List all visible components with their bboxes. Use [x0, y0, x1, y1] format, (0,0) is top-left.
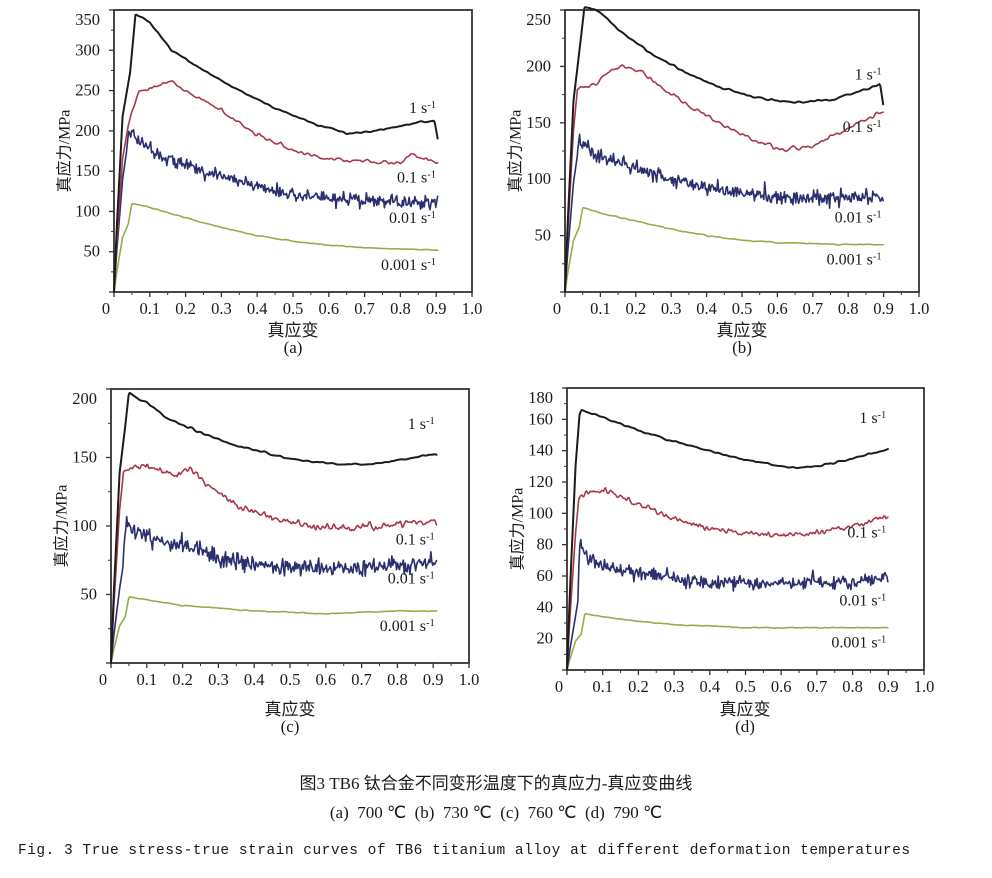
svg-text:0.7: 0.7 [351, 670, 372, 689]
svg-text:80: 80 [537, 535, 554, 554]
svg-text:0.01 s-1: 0.01 s-1 [835, 209, 882, 227]
svg-text:0.2: 0.2 [625, 299, 646, 318]
svg-text:0.1 s-1: 0.1 s-1 [397, 169, 436, 187]
svg-text:300: 300 [75, 40, 100, 59]
svg-text:0.01 s-1: 0.01 s-1 [839, 592, 886, 610]
svg-text:150: 150 [526, 113, 551, 132]
svg-text:0.1: 0.1 [590, 299, 611, 318]
svg-text:0.9: 0.9 [873, 299, 894, 318]
svg-text:0.1: 0.1 [136, 670, 157, 689]
svg-text:0: 0 [99, 670, 107, 689]
svg-text:1.0: 1.0 [462, 299, 483, 318]
svg-text:150: 150 [72, 448, 97, 467]
svg-text:50: 50 [84, 242, 101, 261]
svg-text:0.01 s-1: 0.01 s-1 [388, 570, 435, 588]
svg-text:0.3: 0.3 [208, 670, 229, 689]
svg-text:0.2: 0.2 [172, 670, 193, 689]
svg-text:0.4: 0.4 [244, 670, 265, 689]
svg-text:200: 200 [526, 56, 551, 75]
svg-text:0.9: 0.9 [878, 677, 899, 696]
svg-text:0.3: 0.3 [211, 299, 232, 318]
svg-text:150: 150 [75, 161, 100, 180]
svg-text:50: 50 [535, 226, 552, 245]
svg-text:1 s-1: 1 s-1 [408, 415, 435, 433]
svg-text:0.7: 0.7 [802, 299, 823, 318]
svg-text:50: 50 [81, 585, 98, 604]
svg-text:0.2: 0.2 [175, 299, 196, 318]
svg-text:0: 0 [555, 677, 563, 696]
svg-text:0.1 s-1: 0.1 s-1 [843, 118, 882, 136]
svg-text:100: 100 [528, 503, 553, 522]
svg-text:0.01 s-1: 0.01 s-1 [389, 210, 436, 228]
svg-text:1 s-1: 1 s-1 [859, 409, 886, 427]
svg-text:200: 200 [75, 121, 100, 140]
svg-text:1 s-1: 1 s-1 [855, 66, 882, 84]
svg-text:140: 140 [528, 441, 553, 460]
svg-text:100: 100 [75, 201, 100, 220]
svg-text:0.1 s-1: 0.1 s-1 [396, 531, 435, 549]
svg-text:0.3: 0.3 [661, 299, 682, 318]
svg-text:0: 0 [553, 299, 561, 318]
svg-text:100: 100 [526, 169, 551, 188]
svg-text:0.8: 0.8 [390, 299, 411, 318]
svg-text:0.001 s-1: 0.001 s-1 [831, 634, 886, 652]
svg-text:1 s-1: 1 s-1 [409, 100, 436, 118]
svg-text:120: 120 [528, 472, 553, 491]
svg-text:0.1: 0.1 [139, 299, 160, 318]
svg-text:0.6: 0.6 [315, 670, 336, 689]
svg-text:0.5: 0.5 [735, 677, 756, 696]
svg-text:0.8: 0.8 [842, 677, 863, 696]
svg-text:0: 0 [102, 299, 110, 318]
svg-text:0.9: 0.9 [423, 670, 444, 689]
svg-text:60: 60 [537, 566, 554, 585]
svg-text:0.7: 0.7 [807, 677, 828, 696]
svg-text:0.5: 0.5 [280, 670, 301, 689]
svg-text:0.9: 0.9 [426, 299, 447, 318]
svg-text:0.4: 0.4 [699, 677, 720, 696]
svg-text:1.0: 1.0 [909, 299, 930, 318]
svg-text:250: 250 [526, 10, 551, 29]
svg-text:0.7: 0.7 [354, 299, 375, 318]
svg-text:200: 200 [72, 389, 97, 408]
svg-text:0.1: 0.1 [592, 677, 613, 696]
svg-text:0.8: 0.8 [387, 670, 408, 689]
svg-text:40: 40 [537, 597, 554, 616]
svg-text:0.1 s-1: 0.1 s-1 [847, 524, 886, 542]
svg-text:1.0: 1.0 [459, 670, 480, 689]
svg-text:180: 180 [528, 388, 553, 407]
svg-text:160: 160 [528, 409, 553, 428]
svg-text:20: 20 [537, 629, 554, 648]
svg-text:1.0: 1.0 [914, 677, 935, 696]
svg-text:0.001 s-1: 0.001 s-1 [827, 251, 882, 269]
svg-text:350: 350 [75, 10, 100, 29]
svg-text:250: 250 [75, 81, 100, 100]
svg-text:0.3: 0.3 [664, 677, 685, 696]
svg-text:100: 100 [72, 516, 97, 535]
svg-text:0.8: 0.8 [838, 299, 859, 318]
svg-text:0.001 s-1: 0.001 s-1 [381, 257, 436, 275]
svg-text:0.2: 0.2 [628, 677, 649, 696]
svg-text:0.001 s-1: 0.001 s-1 [380, 617, 435, 635]
svg-text:0.6: 0.6 [771, 677, 792, 696]
